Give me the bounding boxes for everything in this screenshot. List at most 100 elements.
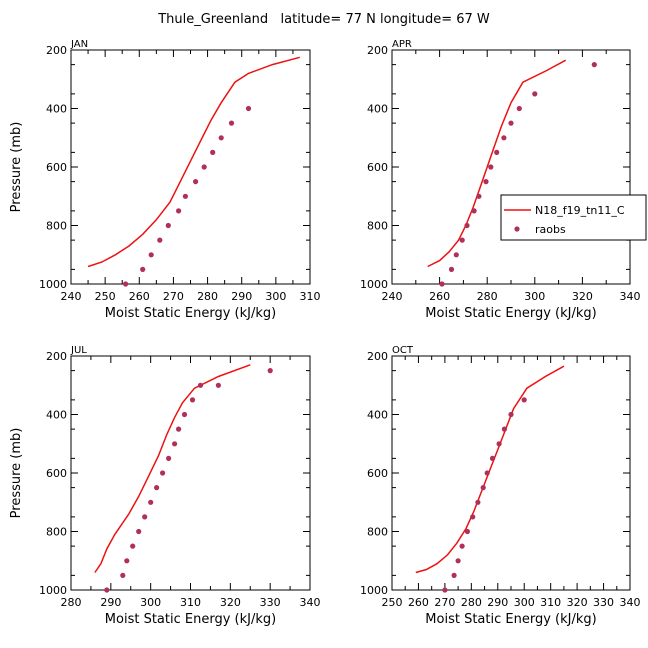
raobs-point-apr (483, 179, 489, 185)
y-tick-label-oct: 200 (367, 350, 388, 363)
y-tick-label-jul: 600 (46, 467, 67, 480)
model-line-jul (94, 364, 251, 573)
raobs-point-apr (459, 237, 465, 243)
raobs-point-oct (470, 514, 476, 520)
x-tick-label-apr: 320 (572, 290, 593, 303)
raobs-point-oct (501, 426, 507, 432)
plot-frame-apr (391, 49, 631, 285)
raobs-point-apr (516, 105, 522, 112)
raobs-point-jul (172, 441, 178, 447)
raobs-point-jul (166, 455, 172, 461)
y-tick-label-jan: 800 (46, 220, 67, 233)
raobs-point-jul (130, 543, 136, 549)
x-tick-label-jan: 290 (231, 290, 252, 303)
y-tick-label-oct: 400 (367, 409, 388, 422)
x-tick-label-apr: 240 (382, 290, 403, 303)
raobs-point-apr (532, 91, 538, 97)
raobs-point-jul (267, 368, 273, 374)
raobs-point-jan (201, 164, 207, 170)
y-tick-label-apr: 600 (367, 161, 388, 174)
raobs-point-oct (455, 558, 461, 564)
raobs-point-jul (120, 572, 126, 579)
raobs-point-jan (176, 208, 182, 214)
x-tick-label-jul: 330 (260, 596, 281, 609)
x-tick-label-jan: 280 (197, 290, 218, 303)
plot-frame-oct (391, 355, 631, 591)
raobs-point-apr (464, 222, 470, 229)
y-tick-label-jul: 200 (46, 350, 67, 363)
panel-title-jul: JUL (70, 345, 87, 356)
model-line-apr (427, 59, 567, 268)
raobs-point-apr (488, 164, 494, 170)
x-tick-label-oct: 250 (382, 596, 403, 609)
raobs-point-jul (176, 426, 182, 432)
x-tick-label-jul: 280 (61, 596, 82, 609)
raobs-point-jul (160, 470, 166, 476)
model-line-jan (87, 56, 300, 268)
raobs-point-jul (189, 397, 196, 403)
y-tick-label-apr: 400 (367, 103, 388, 116)
x-tick-label-apr: 340 (620, 290, 641, 303)
legend: N18_f19_tn11_C raobs (500, 194, 647, 241)
panel-oct: OCT 250 260 270 280 290 300 310 320 330 340 200 400 6… (360, 345, 641, 627)
raobs-point-oct (442, 587, 448, 593)
legend-raobs-dot (514, 226, 520, 232)
x-tick-label-oct: 290 (487, 596, 508, 609)
raobs-point-jan (157, 237, 163, 243)
y-tick-label-apr: 1000 (360, 278, 388, 291)
x-tick-label-oct: 270 (434, 596, 455, 609)
raobs-point-jul (197, 382, 204, 388)
raobs-point-oct (480, 485, 486, 491)
x-tick-label-apr: 300 (524, 290, 545, 303)
raobs-point-jul (142, 514, 148, 520)
raobs-point-oct (521, 397, 527, 403)
x-tick-label-oct: 260 (408, 596, 429, 609)
x-tick-label-jul: 340 (300, 596, 321, 609)
raobs-point-jan (123, 281, 129, 287)
x-axis-label-jul: Moist Static Energy (kJ/kg) (105, 612, 276, 627)
x-tick-label-jan: 260 (129, 290, 150, 303)
raobs-point-jan (193, 179, 199, 185)
panel-title-apr: APR (392, 39, 412, 50)
x-tick-label-jan: 310 (300, 290, 321, 303)
legend-model-label: N18_f19_tn11_C (535, 204, 625, 217)
raobs-point-jan (140, 266, 146, 272)
y-tick-label-jan: 200 (46, 44, 67, 57)
x-tick-label-jan: 240 (61, 290, 82, 303)
legend-raobs-label: raobs (535, 223, 566, 236)
raobs-point-oct (496, 441, 502, 447)
raobs-point-apr (471, 208, 477, 214)
raobs-point-apr (453, 252, 459, 258)
y-tick-label-jul: 800 (46, 526, 67, 539)
raobs-point-oct (475, 499, 481, 505)
y-tick-label-oct: 800 (367, 526, 388, 539)
raobs-point-jul (148, 499, 154, 505)
x-axis-label-oct: Moist Static Energy (kJ/kg) (425, 612, 596, 627)
panel-apr: APR 240 260 280 300 320 340 200 400 600 800 1000 Moi… (360, 39, 641, 321)
raobs-point-apr (508, 120, 514, 126)
raobs-point-jul (215, 382, 221, 388)
y-tick-label-apr: 200 (367, 44, 388, 57)
raobs-point-jan (218, 135, 224, 141)
x-tick-label-jul: 300 (140, 596, 161, 609)
plot-frame-jul (70, 355, 311, 591)
raobs-point-oct (508, 411, 514, 418)
raobs-point-jan (182, 193, 188, 199)
x-tick-label-oct: 280 (461, 596, 482, 609)
raobs-point-apr (501, 135, 507, 141)
x-tick-label-jan: 270 (163, 290, 184, 303)
y-tick-label-oct: 600 (367, 467, 388, 480)
raobs-point-apr (439, 281, 445, 287)
raobs-point-jul (104, 587, 110, 593)
raobs-point-jan (245, 105, 252, 112)
x-tick-label-jul: 310 (180, 596, 201, 609)
raobs-point-oct (484, 470, 490, 476)
plot-frame-jan (70, 49, 311, 285)
x-axis-label-jan: Moist Static Energy (kJ/kg) (105, 306, 276, 321)
x-tick-label-oct: 340 (620, 596, 641, 609)
raobs-point-oct (459, 543, 465, 549)
raobs-point-jan (165, 222, 171, 229)
x-tick-label-oct: 310 (540, 596, 561, 609)
raobs-point-jan (148, 252, 154, 258)
raobs-point-jul (136, 528, 142, 535)
